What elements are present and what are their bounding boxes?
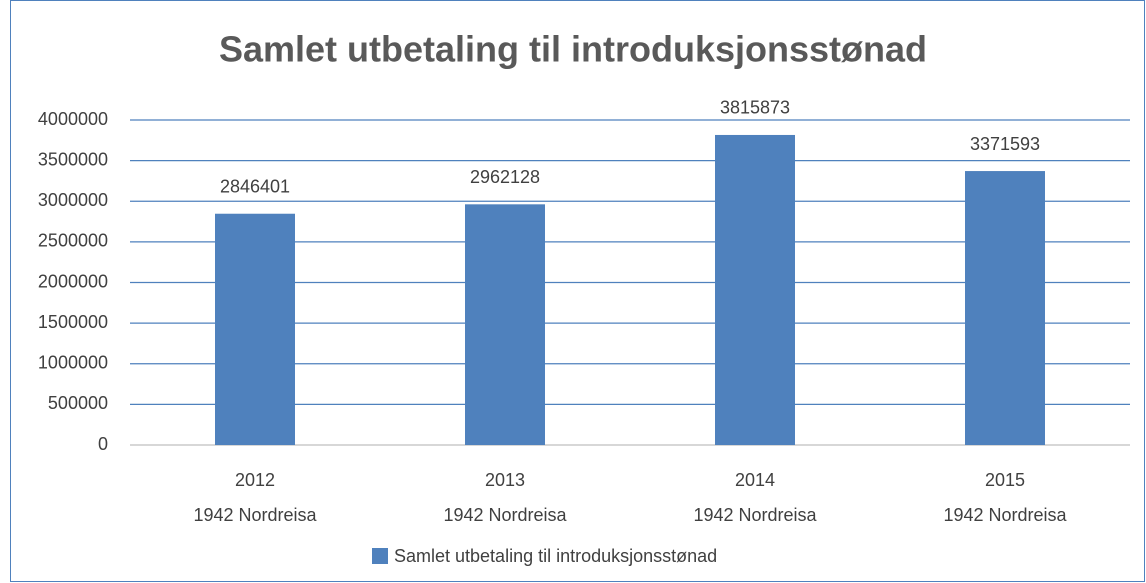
bar <box>465 204 545 445</box>
legend-label: Samlet utbetaling til introduksjonsstøna… <box>394 546 717 566</box>
chart-title: Samlet utbetaling til introduksjonsstøna… <box>219 29 927 70</box>
x-tick-label: 2015 <box>985 470 1025 490</box>
data-label: 2962128 <box>470 167 540 187</box>
x-tick-label: 2012 <box>235 470 275 490</box>
y-tick-label: 1000000 <box>38 353 108 373</box>
data-label: 3371593 <box>970 134 1040 154</box>
x-tick-label: 1942 Nordreisa <box>693 505 817 525</box>
bar <box>715 134 795 445</box>
x-tick-label: 1942 Nordreisa <box>443 505 567 525</box>
x-tick-label: 2013 <box>485 470 525 490</box>
y-tick-label: 2000000 <box>38 271 108 291</box>
bar <box>215 213 295 445</box>
x-tick-label: 2014 <box>735 470 775 490</box>
y-tick-label: 0 <box>98 434 108 454</box>
x-tick-label: 1942 Nordreisa <box>943 505 1067 525</box>
y-tick-label: 3500000 <box>38 149 108 169</box>
chart-border <box>10 0 1145 582</box>
bar <box>965 171 1045 445</box>
y-tick-label: 4000000 <box>38 109 108 129</box>
data-label: 2846401 <box>220 176 290 196</box>
legend-swatch <box>372 548 388 564</box>
y-tick-label: 2500000 <box>38 231 108 251</box>
data-label: 3815873 <box>720 98 790 118</box>
y-tick-label: 1500000 <box>38 312 108 332</box>
x-tick-label: 1942 Nordreisa <box>193 505 317 525</box>
y-tick-label: 500000 <box>48 393 108 413</box>
y-tick-label: 3000000 <box>38 190 108 210</box>
